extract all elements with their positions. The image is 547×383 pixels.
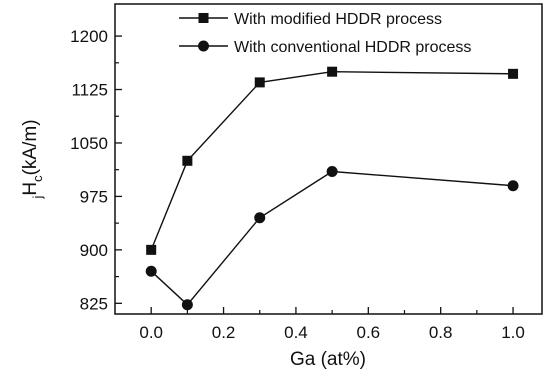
data-point-circle (254, 212, 266, 224)
x-tick-label: 1.0 (501, 323, 525, 342)
y-tick-label: 900 (80, 241, 108, 260)
series-line (150, 70, 514, 251)
svg-text:jHc(kA/m): jHc(kA/m) (20, 119, 45, 199)
y-tick-label: 1050 (70, 134, 108, 153)
x-axis-title: Ga (at%) (290, 349, 366, 370)
data-point-circle (145, 265, 157, 277)
x-tick-label: 0.0 (139, 323, 163, 342)
y-axis-title: jHc(kA/m) (20, 119, 45, 199)
x-axis-ticks: 0.0 0.2 0.4 0.6 0.8 1.0 (139, 307, 525, 342)
y-tick-label: 1125 (71, 81, 108, 100)
series-line (150, 170, 514, 306)
data-point-circle (326, 165, 338, 177)
data-point-square (254, 77, 265, 88)
y-axis-title-units: (kA/m) (20, 119, 41, 175)
y-axis-title-main: H (20, 182, 41, 196)
data-point-square (146, 244, 157, 255)
data-point-circle (507, 180, 519, 192)
x-tick-label: 0.2 (212, 323, 236, 342)
series-layer (145, 66, 519, 311)
y-axis-title-prefix: j (30, 196, 45, 200)
legend-label: With conventional HDDR process (234, 39, 471, 56)
y-axis-ticks: 825 900 975 1050 1125 1200 (70, 27, 122, 313)
data-point-square (508, 68, 519, 79)
y-axis-title-sub: c (30, 175, 45, 182)
y-tick-label: 1200 (70, 27, 108, 46)
legend-marker-circle (198, 40, 209, 52)
legend-label: With modified HDDR process (234, 11, 442, 28)
y-tick-label: 825 (80, 294, 108, 313)
data-point-square (182, 155, 193, 166)
legend: With modified HDDR process With conventio… (179, 11, 471, 56)
x-tick-label: 0.4 (284, 323, 308, 342)
x-tick-label: 0.6 (356, 323, 380, 342)
data-point-square (327, 66, 338, 77)
data-point-circle (181, 299, 193, 311)
plot-area-frame (114, 3, 543, 315)
legend-marker-square (198, 13, 209, 23)
y-tick-label: 975 (80, 187, 108, 206)
x-tick-label: 0.8 (429, 323, 453, 342)
